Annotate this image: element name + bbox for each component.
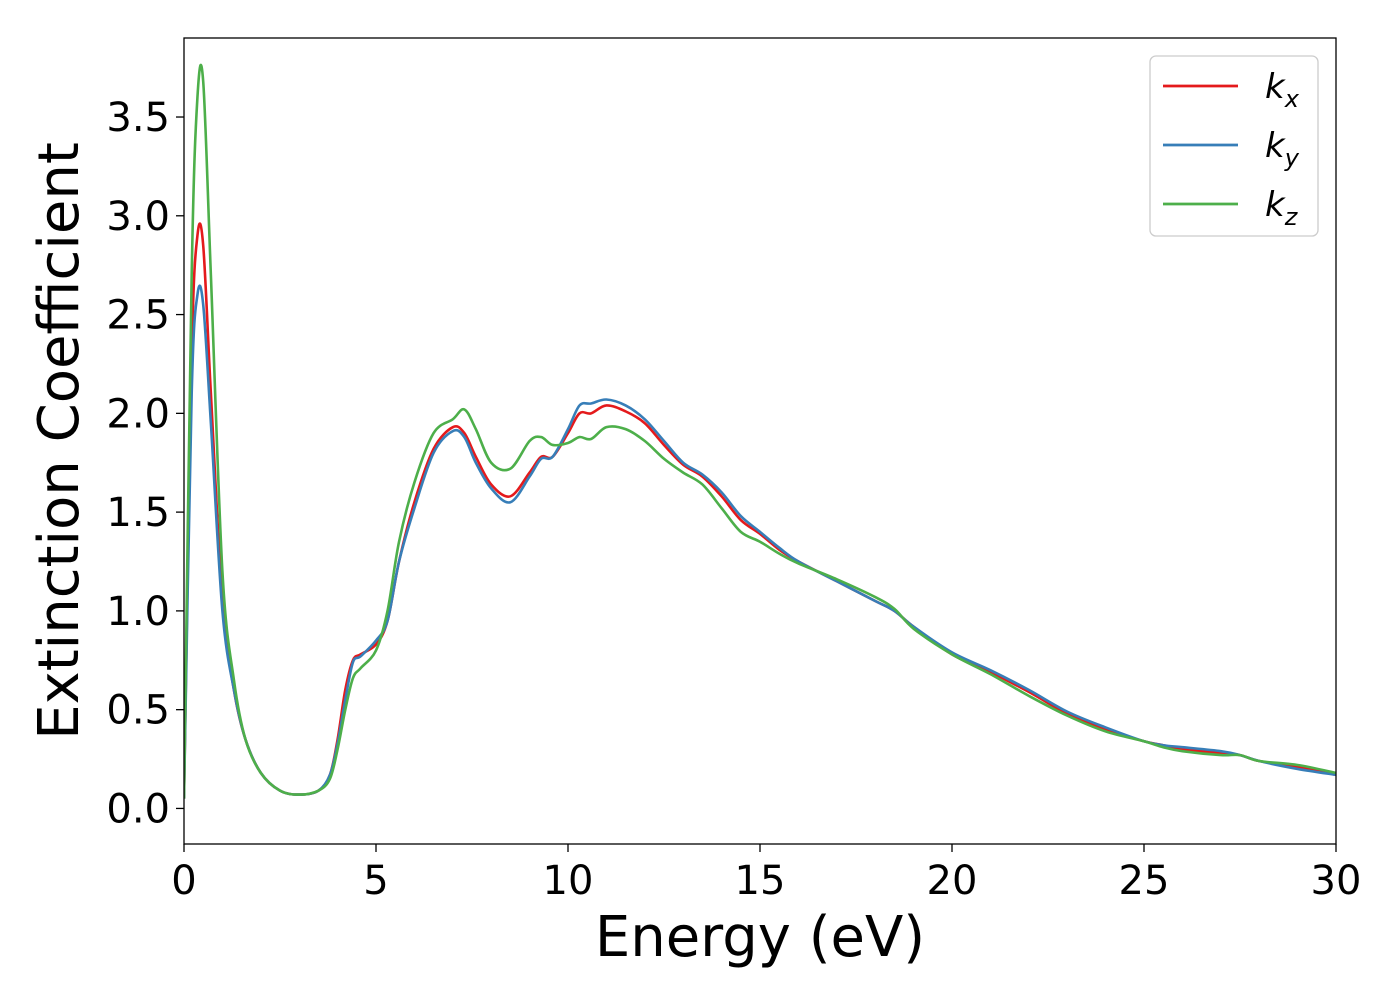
series-line-z [184, 63, 1336, 799]
y-tick-label: 3.5 [106, 95, 170, 141]
y-tick-label: 0.0 [106, 786, 170, 832]
x-tick-label: 20 [927, 858, 978, 904]
y-tick-label: 1.5 [106, 490, 170, 536]
y-tick-label: 0.5 [106, 688, 170, 734]
x-tick-label: 0 [171, 858, 196, 904]
y-tick-label: 2.0 [106, 391, 170, 437]
y-tick-label: 2.5 [106, 293, 170, 339]
x-tick-label: 10 [543, 858, 594, 904]
legend-label-y: ky [1265, 126, 1300, 172]
x-tick-label: 15 [735, 858, 786, 904]
legend-label-x: kx [1265, 67, 1300, 113]
series-layer [184, 63, 1336, 799]
x-tick-label: 30 [1311, 858, 1362, 904]
y-tick-label: 1.0 [106, 589, 170, 635]
y-tick-label: 3.0 [106, 194, 170, 240]
x-tick-label: 25 [1119, 858, 1170, 904]
x-axis-title: Energy (eV) [595, 905, 925, 970]
y-axis-title: Extinction Coefficient [27, 142, 92, 740]
x-tick-label: 5 [363, 858, 388, 904]
ticks-layer: 0 5 10 15 20 25 30 0.0 0.5 1.0 1.5 2.0 2.5 3.0 3.5 [106, 95, 1361, 904]
series-line-x [184, 222, 1336, 799]
